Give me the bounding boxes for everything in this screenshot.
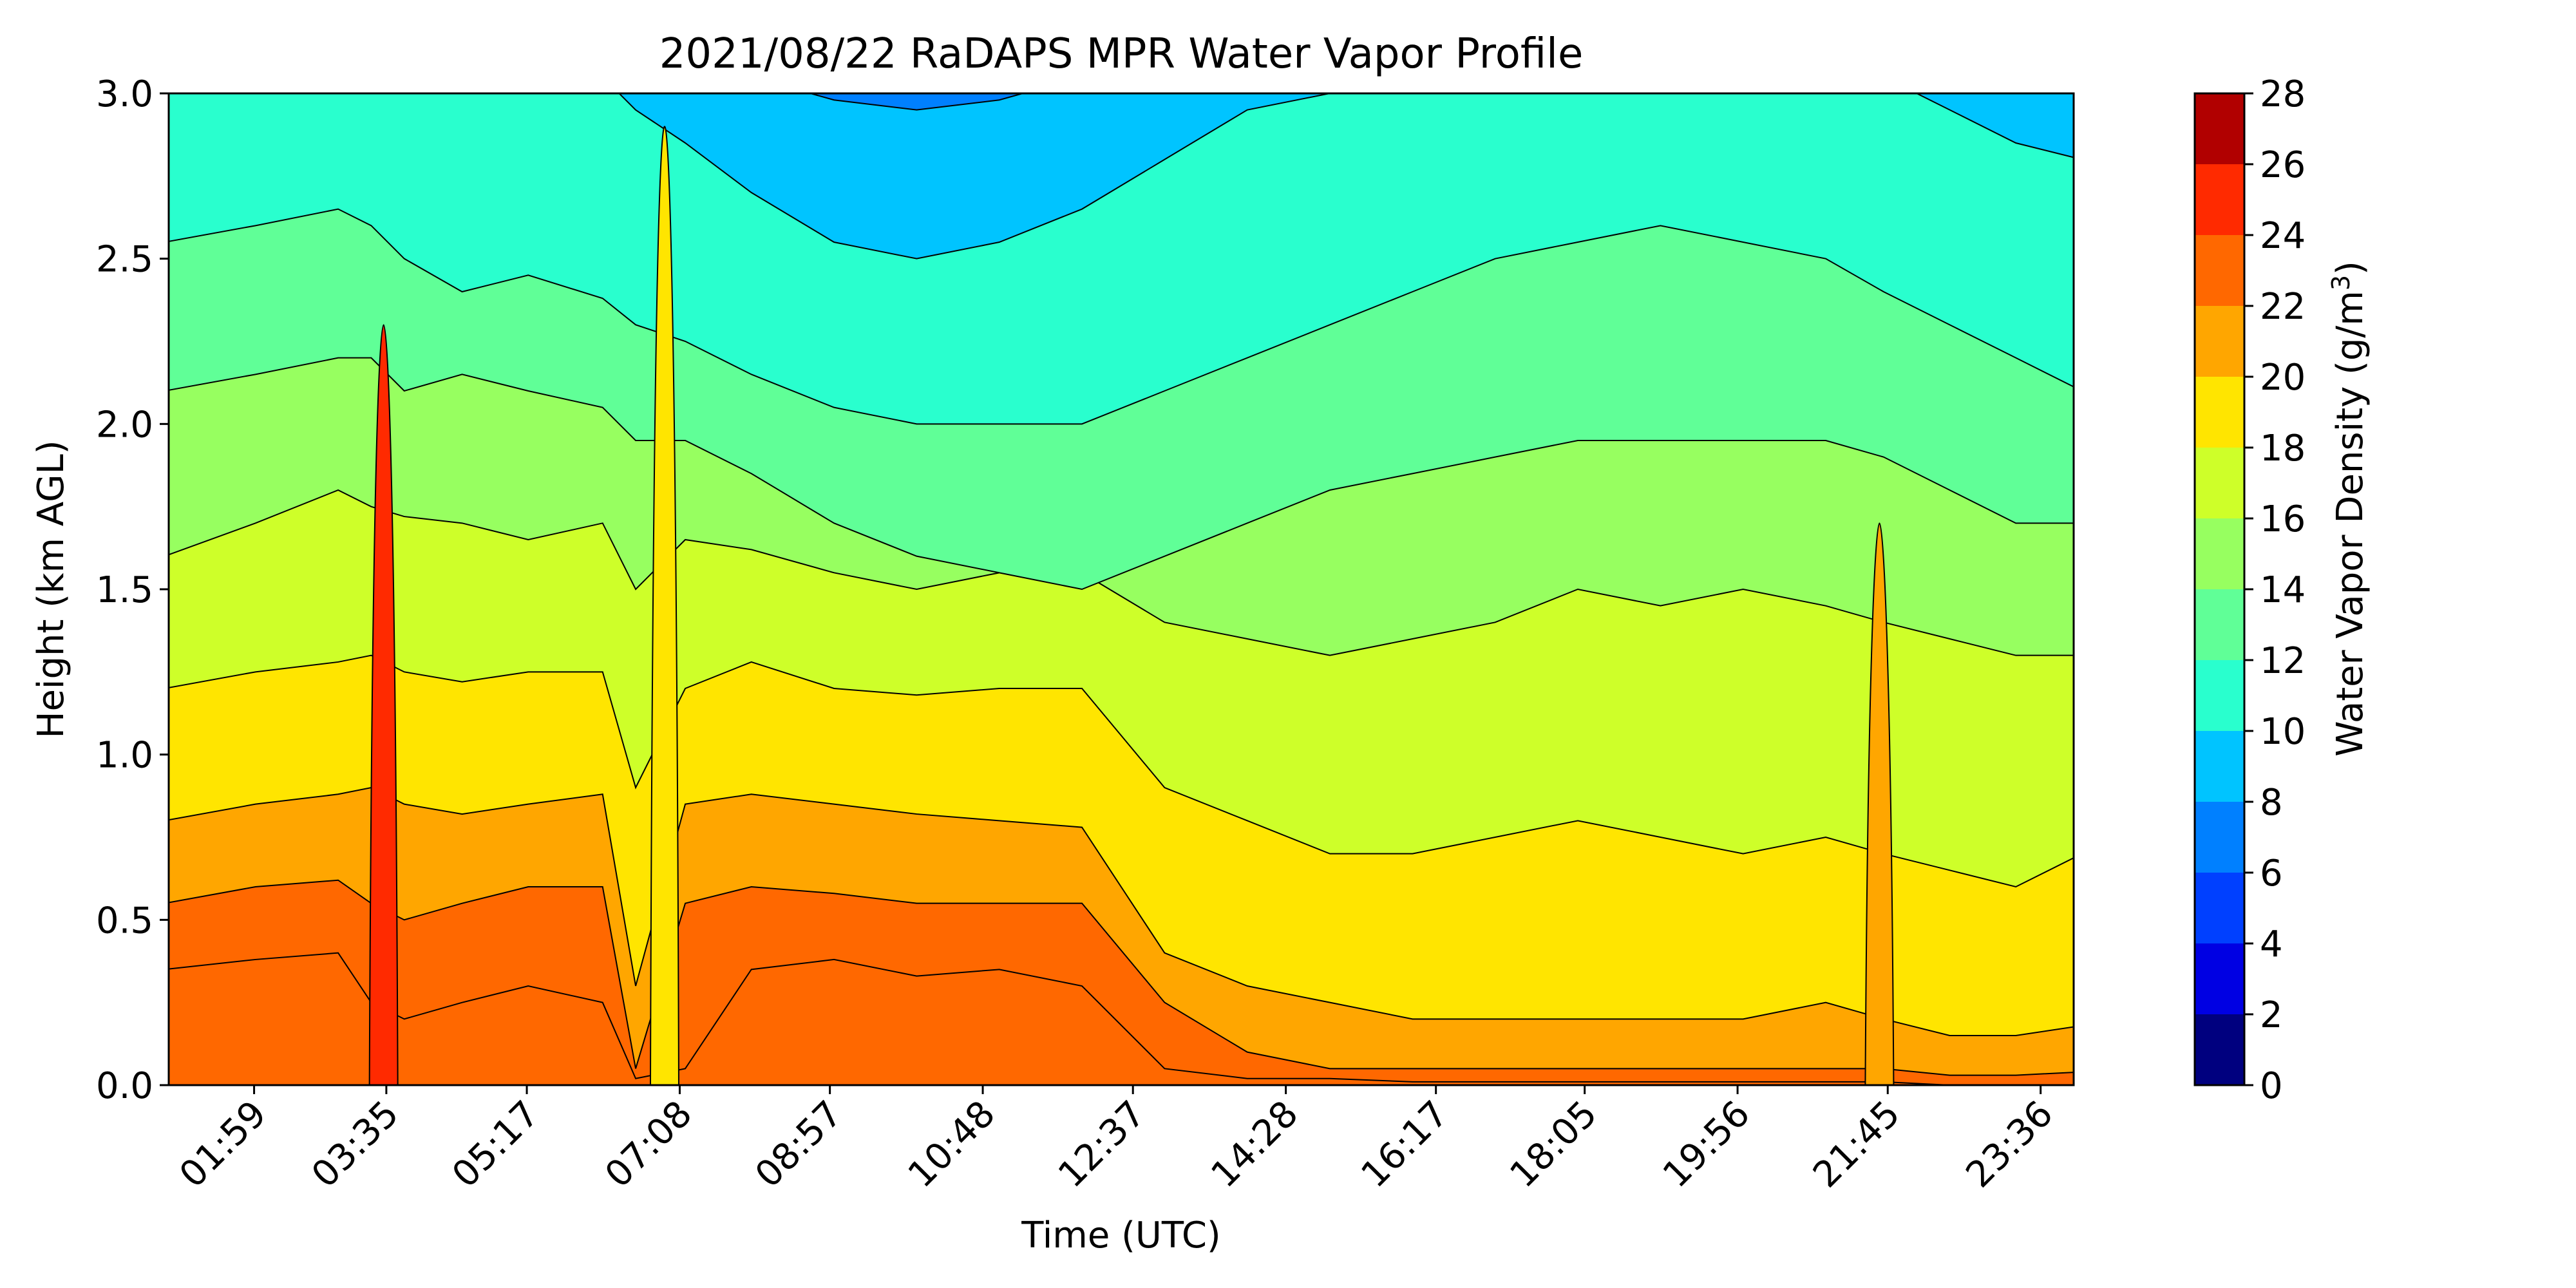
x-tick-label: 03:35 (304, 1093, 407, 1196)
y-tick-label: 2.0 (96, 404, 153, 446)
colorbar-tick-label: 22 (2260, 286, 2306, 328)
colorbar-label: Water Vapor Density (g/m3) (2327, 261, 2371, 757)
colorbar-tick-label: 4 (2260, 923, 2283, 965)
y-axis: 0.0 0.5 1.0 1.5 2.0 2.5 3.0 (96, 73, 169, 1107)
colorbar-tick-label: 0 (2260, 1065, 2283, 1107)
colorbar-segment (2195, 377, 2244, 448)
colorbar-tick-label: 16 (2260, 498, 2306, 540)
plume-feature-1 (368, 324, 399, 1085)
y-tick-label: 1.0 (96, 735, 153, 777)
colorbar-segment (2195, 235, 2244, 306)
colorbar-tick-label: 6 (2260, 853, 2283, 895)
y-tick-label: 0.5 (96, 900, 153, 942)
colorbar-tick-label: 20 (2260, 357, 2306, 399)
plume-feature-3 (1864, 522, 1895, 1085)
x-tick-label: 12:37 (1050, 1093, 1153, 1196)
colorbar-segment (2195, 660, 2244, 731)
chart-title: 2021/08/22 RaDAPS MPR Water Vapor Profil… (659, 30, 1584, 78)
x-tick-label: 08:57 (747, 1093, 850, 1196)
x-tick-label: 23:36 (1958, 1093, 2061, 1196)
colorbar-tick-label: 14 (2260, 569, 2306, 611)
colorbar-tick-label: 12 (2260, 640, 2306, 682)
colorbar-tick-label: 18 (2260, 428, 2306, 469)
contour-fill-layer (169, 93, 2074, 1085)
y-tick-label: 1.5 (96, 569, 153, 611)
colorbar-tick-label: 24 (2260, 215, 2306, 257)
colorbar-segment (2195, 731, 2244, 802)
colorbar-segment (2195, 943, 2244, 1014)
colorbar-label-superscript: 3 (2327, 275, 2355, 290)
colorbar-segment (2195, 518, 2244, 589)
colorbar-segment (2195, 873, 2244, 943)
y-tick-label: 3.0 (96, 73, 153, 115)
colorbar-segment (2195, 1014, 2244, 1085)
colorbar-label-close: ) (2329, 261, 2371, 275)
x-tick-label: 05:17 (444, 1093, 547, 1196)
colorbar-tick-label: 26 (2260, 144, 2306, 186)
y-tick-label: 2.5 (96, 239, 153, 281)
colorbar-tick-label: 28 (2260, 73, 2306, 115)
x-tick-label: 16:17 (1353, 1093, 1456, 1196)
x-tick-label: 10:48 (900, 1093, 1003, 1196)
plume-feature-2 (649, 126, 679, 1085)
plot-area (167, 92, 2075, 1086)
colorbar-tick-label: 2 (2260, 994, 2283, 1036)
colorbar-segments (2195, 93, 2244, 1085)
y-axis-label: Height (km AGL) (30, 440, 72, 738)
x-tick-label: 01:59 (171, 1093, 274, 1196)
contour-fill-level-10 (169, 93, 2074, 425)
colorbar-segment (2195, 306, 2244, 377)
x-tick-label: 07:08 (597, 1093, 700, 1196)
colorbar-segment (2195, 802, 2244, 873)
contour-fill-level-8 (169, 93, 2074, 260)
x-axis-label: Time (UTC) (1021, 1215, 1221, 1256)
x-axis: 01:59 03:35 05:17 07:08 08:57 10:48 12:37 14:28… (171, 1085, 2061, 1196)
x-tick-label: 19:56 (1655, 1093, 1758, 1196)
colorbar-tick-label: 10 (2260, 711, 2306, 753)
colorbar-segment (2195, 448, 2244, 518)
x-tick-label: 21:45 (1805, 1093, 1908, 1196)
x-tick-label: 14:28 (1203, 1093, 1306, 1196)
colorbar-segment (2195, 164, 2244, 235)
colorbar-tick-label: 8 (2260, 782, 2283, 824)
y-tick-label: 0.0 (96, 1065, 153, 1107)
x-tick-label: 18:05 (1502, 1093, 1605, 1196)
colorbar-segment (2195, 93, 2244, 164)
colorbar-label-main: Water Vapor Density (g/m (2329, 290, 2371, 757)
colorbar-segment (2195, 589, 2244, 660)
